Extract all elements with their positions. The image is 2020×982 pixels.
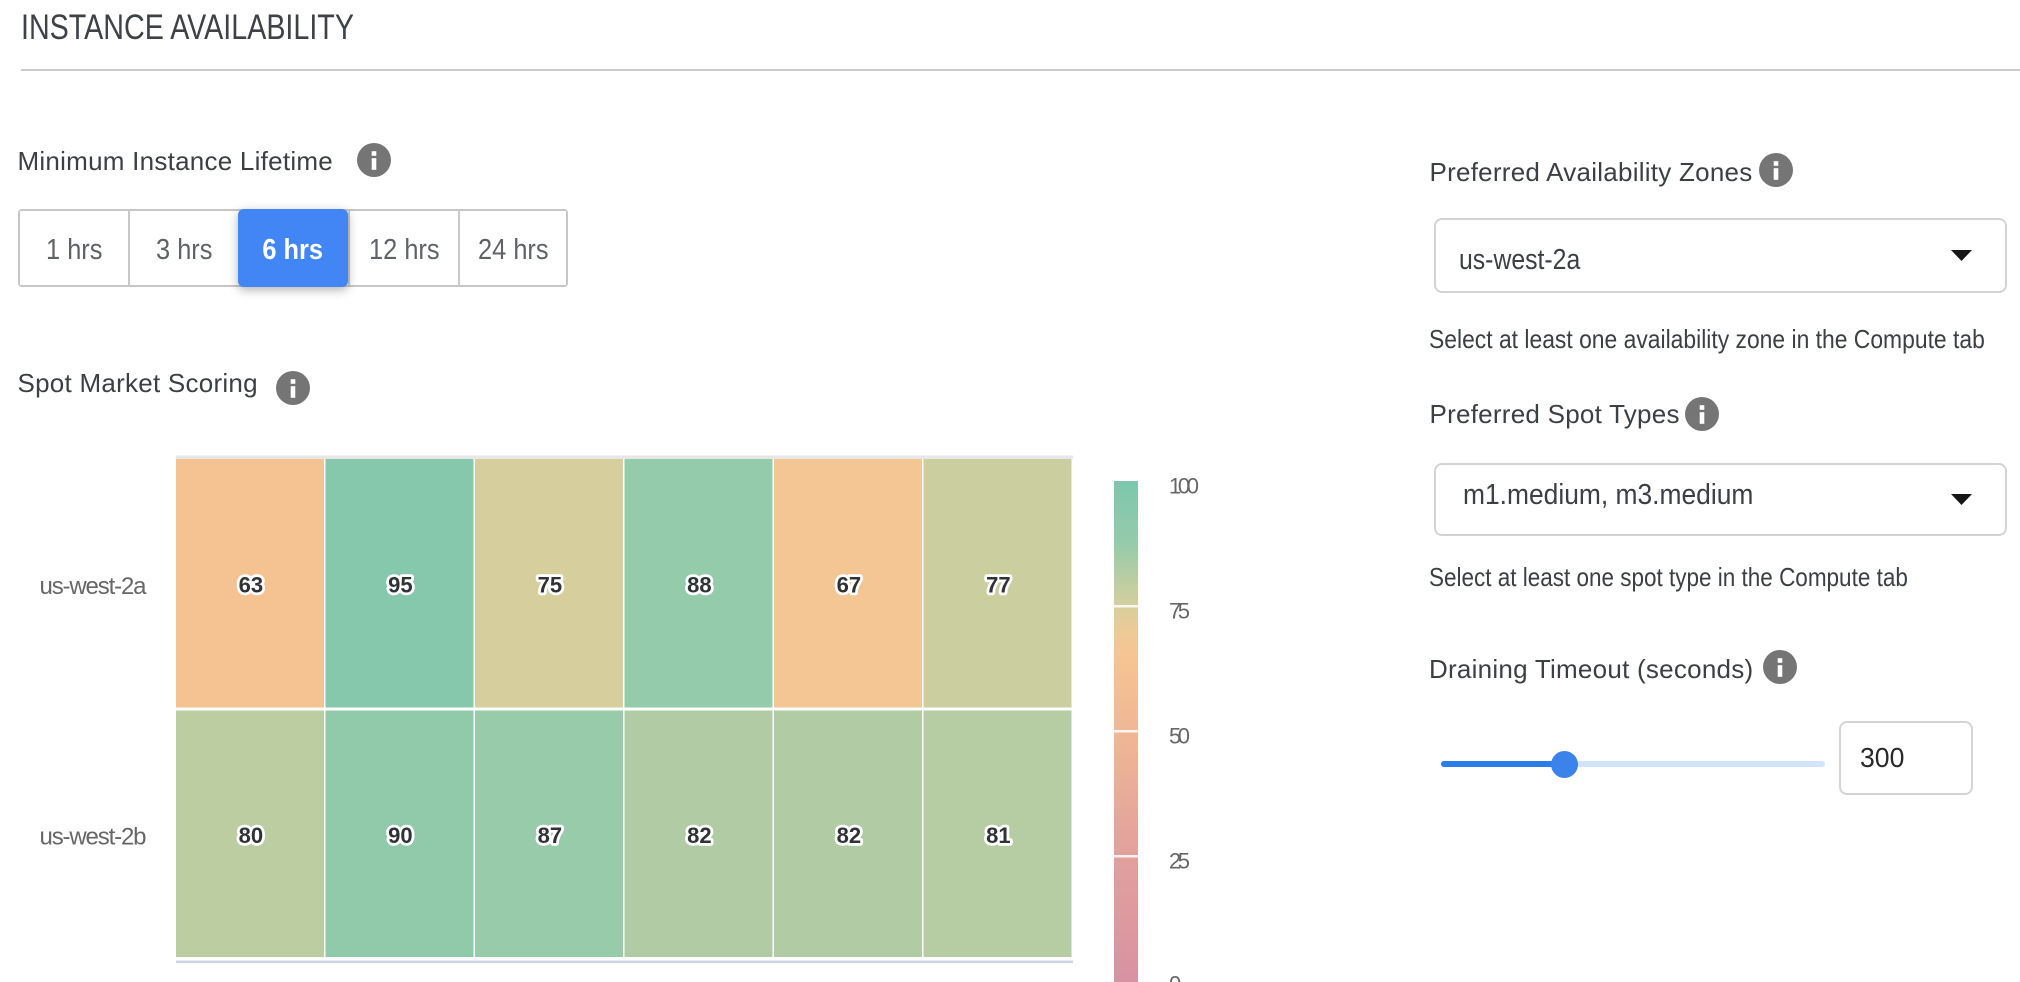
svg-text:80: 80 (239, 823, 263, 848)
svg-text:25: 25 (1169, 848, 1190, 873)
svg-text:0: 0 (1169, 971, 1181, 982)
svg-text:75: 75 (1169, 598, 1190, 623)
svg-text:100: 100 (1169, 473, 1199, 498)
svg-text:77: 77 (986, 573, 1010, 598)
svg-text:90: 90 (388, 823, 412, 848)
svg-text:82: 82 (687, 823, 711, 848)
svg-text:us-west-2a: us-west-2a (40, 573, 148, 600)
svg-text:50: 50 (1169, 723, 1190, 748)
svg-text:67: 67 (837, 573, 861, 598)
svg-text:63: 63 (239, 573, 263, 598)
svg-text:75: 75 (538, 573, 562, 598)
svg-text:81: 81 (986, 823, 1010, 848)
svg-text:95: 95 (388, 573, 412, 598)
svg-text:88: 88 (687, 573, 711, 598)
svg-text:us-west-2b: us-west-2b (40, 824, 147, 851)
svg-text:87: 87 (538, 823, 562, 848)
svg-text:82: 82 (837, 823, 861, 848)
